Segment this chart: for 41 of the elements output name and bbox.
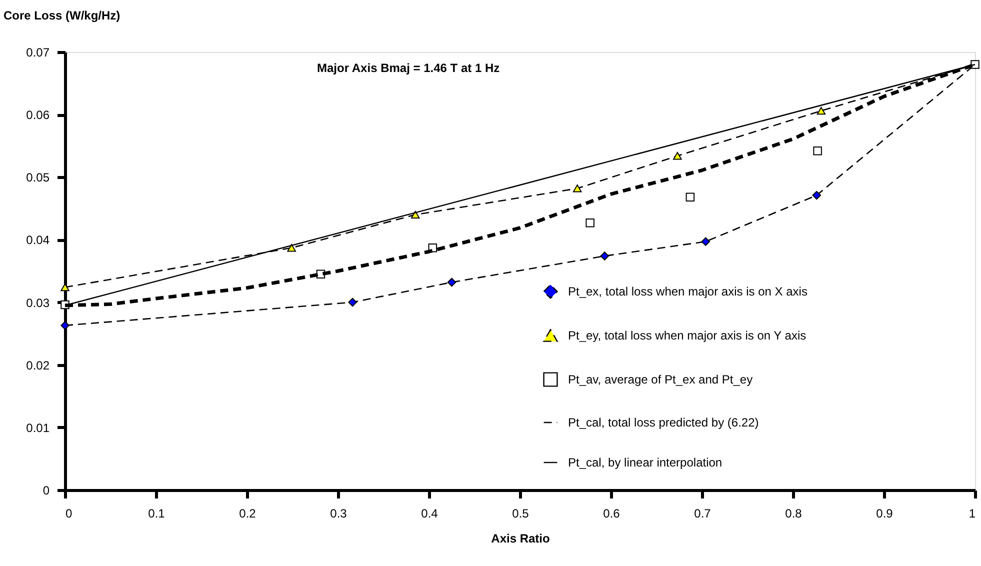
point bbox=[572, 184, 582, 192]
x-tick-label: 0 bbox=[66, 506, 72, 520]
y-tick-label: 0.02 bbox=[26, 358, 50, 372]
point bbox=[410, 210, 420, 219]
legend-label: Pt_ex, total loss when major axis is on X axis bbox=[568, 284, 808, 298]
x-tick-label: 0.5 bbox=[512, 506, 530, 520]
point bbox=[287, 244, 296, 252]
x-tick-label: 0.8 bbox=[785, 506, 802, 520]
y-axis-title: Core Loss (W/kg/Hz) bbox=[4, 8, 120, 22]
point bbox=[701, 237, 710, 246]
legend-label: Pt_cal, by linear interpolation bbox=[568, 456, 722, 470]
y-tick-label: 0 bbox=[42, 484, 50, 498]
point bbox=[60, 321, 70, 330]
point bbox=[686, 192, 695, 202]
point bbox=[813, 146, 822, 156]
point bbox=[673, 152, 682, 160]
x-tick-label: 0.9 bbox=[876, 506, 894, 520]
legend-label: Pt_cal, total loss predicted by (6.22) bbox=[568, 416, 759, 430]
point bbox=[348, 298, 357, 307]
x-tick-label: 0.7 bbox=[694, 506, 712, 520]
x-tick-label: 0.3 bbox=[330, 506, 348, 520]
y-tick-label: 0.03 bbox=[26, 296, 50, 310]
y-tick-label: 0.05 bbox=[26, 170, 50, 185]
point bbox=[600, 252, 610, 260]
x-tick-label: 1 bbox=[968, 506, 976, 520]
x-tick-label: 0.4 bbox=[421, 506, 438, 520]
point bbox=[812, 190, 822, 200]
y-tick-label: 0.06 bbox=[26, 108, 50, 122]
point bbox=[816, 106, 826, 115]
legend-label: Pt_ey, total loss when major axis is on Y axis bbox=[568, 328, 806, 342]
point bbox=[447, 278, 456, 287]
x-tick-label: 0.6 bbox=[603, 506, 620, 520]
x-tick-label: 0.2 bbox=[239, 506, 256, 520]
legend-label: Pt_av, average of Pt_ex and Pt_ey bbox=[568, 372, 753, 386]
x-tick-label: 0.1 bbox=[148, 506, 166, 520]
y-tick-label: 0.01 bbox=[26, 420, 50, 435]
x-axis-title: Axis Ratio bbox=[491, 532, 550, 546]
point bbox=[586, 218, 594, 228]
annotation: Major Axis Bmaj = 1.46 T at 1 Hz bbox=[317, 61, 500, 75]
y-tick-label: 0.07 bbox=[26, 46, 50, 60]
y-tick-label: 0.04 bbox=[26, 233, 50, 248]
